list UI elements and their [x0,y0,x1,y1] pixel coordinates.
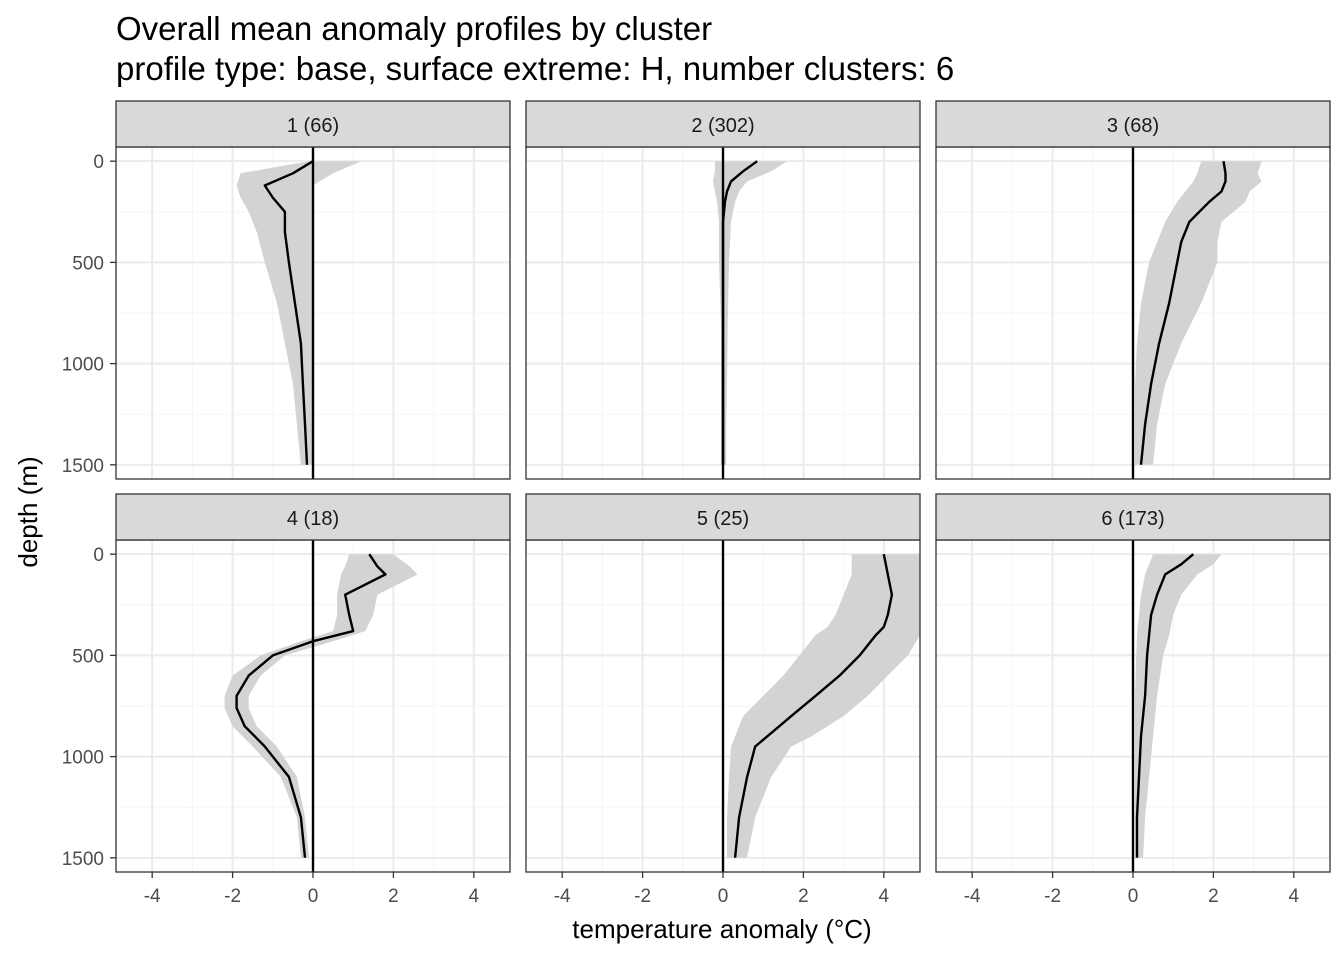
facet-strip [935,100,1331,148]
facet-panel: 1 (66) 0 500 1000 1500 [62,100,511,480]
x-tick-label: 0 [718,886,729,907]
y-tick-label: 0 [93,545,104,566]
facet-strip-label: 1 (66) [287,115,339,137]
y-tick-label: 1000 [62,748,104,769]
mean-profile-line [235,553,387,858]
facet-panels: 1 (66) 0 500 1000 1500 2 (302) 3 (68) 4 (18) 0 50… [62,100,1331,907]
x-axis-title: temperature anomaly (°C) [572,914,871,944]
chart-title: Overall mean anomaly profiles by cluster [116,10,712,47]
facet-panel: 3 (68) [935,100,1331,480]
x-tick-label: -4 [554,886,571,907]
anomaly-range-band [236,161,362,465]
facet-strip-label: 5 (25) [697,508,749,530]
facet-strip [525,493,921,541]
x-tick-label: 2 [1208,886,1219,907]
y-tick-label: 1000 [62,355,104,376]
mean-profile-line [263,160,314,465]
facet-panel: 6 (173) -4 -2 0 2 4 [935,493,1331,907]
x-tick-label: 2 [798,886,809,907]
facet-strip-label: 2 (302) [691,115,754,137]
mean-profile-line [721,160,758,465]
mean-profile-line [1135,553,1195,858]
anomaly-range-band [1135,554,1222,858]
mean-profile-line [1139,161,1227,465]
x-tick-label: 4 [879,886,890,907]
x-tick-label: 4 [469,886,480,907]
facet-strip-label: 4 (18) [287,508,339,530]
facet-strip [935,493,1331,541]
y-tick-label: 500 [72,646,104,667]
x-tick-label: -4 [964,886,981,907]
facet-strip-label: 6 (173) [1101,508,1164,530]
x-tick-label: 0 [308,886,319,907]
mean-profile-line [733,553,894,858]
y-tick-label: 0 [93,152,104,173]
x-tick-label: -2 [224,886,241,907]
y-axis-title: depth (m) [13,456,43,567]
y-tick-label: 500 [72,253,104,274]
anomaly-range-band [1135,161,1262,465]
facet-panel: 4 (18) 0 500 1000 1500 -4 -2 0 2 4 [62,493,511,907]
facet-strip [525,100,921,148]
x-tick-label: -2 [1044,886,1061,907]
facet-strip [115,493,511,541]
facet-panel: 5 (25) -4 -2 0 2 4 [525,493,921,907]
x-tick-label: 0 [1128,886,1139,907]
facet-strip [115,100,511,148]
y-tick-label: 1500 [62,456,104,477]
facet-panel: 2 (302) [525,100,921,480]
anomaly-range-band [727,554,920,858]
x-tick-label: 4 [1289,886,1300,907]
chart-subtitle: profile type: base, surface extreme: H, … [116,50,954,87]
anomaly-range-band [712,161,788,465]
y-tick-label: 1500 [62,849,104,870]
facet-strip-label: 3 (68) [1107,115,1159,137]
x-tick-label: 2 [388,886,399,907]
x-tick-label: -4 [144,886,161,907]
x-tick-label: -2 [634,886,651,907]
